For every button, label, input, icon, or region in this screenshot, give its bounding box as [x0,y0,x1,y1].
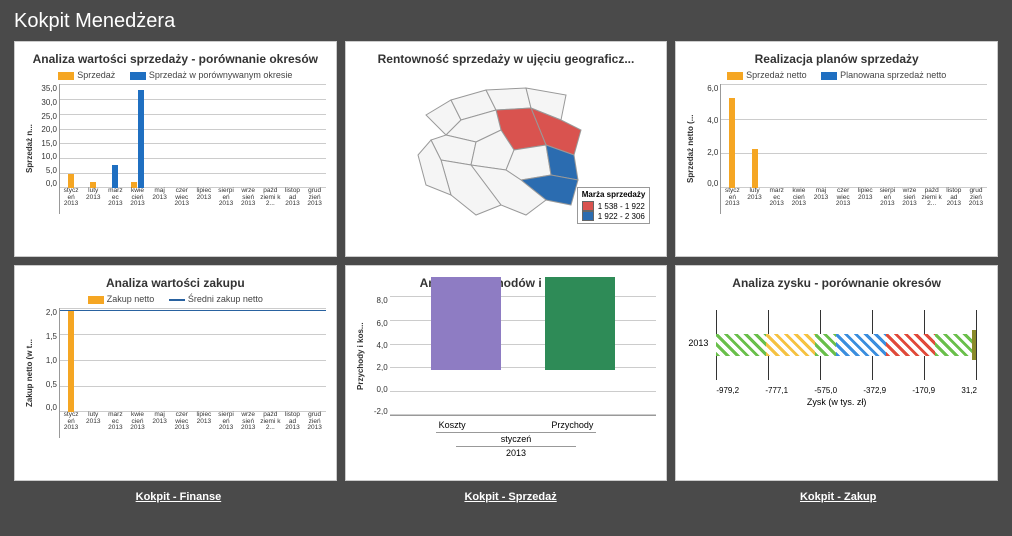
chart3-legend: Sprzedaż netto Planowana sprzedaż netto [686,70,987,80]
chart4-y-label: Zakup netto (w t... [25,308,37,438]
chart1-y-label: Sprzedaż n... [25,84,37,214]
chart4-title: Analiza wartości zakupu [25,276,326,290]
chart4-legend: Zakup netto Średni zakup netto [25,294,326,304]
chart1-y-axis: 35,030,025,020,015,010,05,00,0 [37,84,59,214]
chart3-y-label: Sprzedaż netto (... [686,84,698,214]
link-finanse[interactable]: Kokpit - Finanse [136,491,222,503]
legend-swatch [130,72,146,80]
chart2-title: Rentowność sprzedaży w ujęciu geograficz… [356,52,657,66]
panel-purchase[interactable]: Analiza wartości zakupu Zakup netto Śred… [14,265,337,481]
chart5-y-axis: 8,06,04,02,00,0-2,0 [368,296,390,416]
chart5-y-label: Przychody i kos... [356,296,368,416]
chart3-y-axis: 6,04,02,00,0 [698,84,720,214]
chart4-y-axis: 2,01,51,00,50,0 [37,308,59,438]
chart1-legend: Sprzedaż Sprzedaż w porównywanym okresie [25,70,326,80]
chart1-title: Analiza wartości sprzedaży - porównanie … [25,52,326,66]
chart3-title: Realizacja planów sprzedaży [686,52,987,66]
map-legend: Marża sprzedaży 1 538 - 1 922 1 922 - 2 … [577,187,651,224]
panel-sales-plan[interactable]: Realizacja planów sprzedaży Sprzedaż net… [675,41,998,257]
legend-swatch [58,72,74,80]
footer-links: Kokpit - Finanse Kokpit - Sprzedaż Kokpi… [14,491,998,503]
page-title: Kokpit Menedżera [14,10,998,33]
link-zakup[interactable]: Kokpit - Zakup [800,491,876,503]
panel-map[interactable]: Rentowność sprzedaży w ujęciu geograficz… [345,41,668,257]
panel-income-cost[interactable]: Analiza przychodów i kosztów Przychody i… [345,265,668,481]
link-sprzedaz[interactable]: Kokpit - Sprzedaż [464,491,556,503]
chart6-title: Analiza zysku - porównanie okresów [686,276,987,290]
panel-sales-comparison[interactable]: Analiza wartości sprzedaży - porównanie … [14,41,337,257]
panel-profit[interactable]: Analiza zysku - porównanie okresów 2013 … [675,265,998,481]
dashboard-grid: Analiza wartości sprzedaży - porównanie … [14,41,998,481]
